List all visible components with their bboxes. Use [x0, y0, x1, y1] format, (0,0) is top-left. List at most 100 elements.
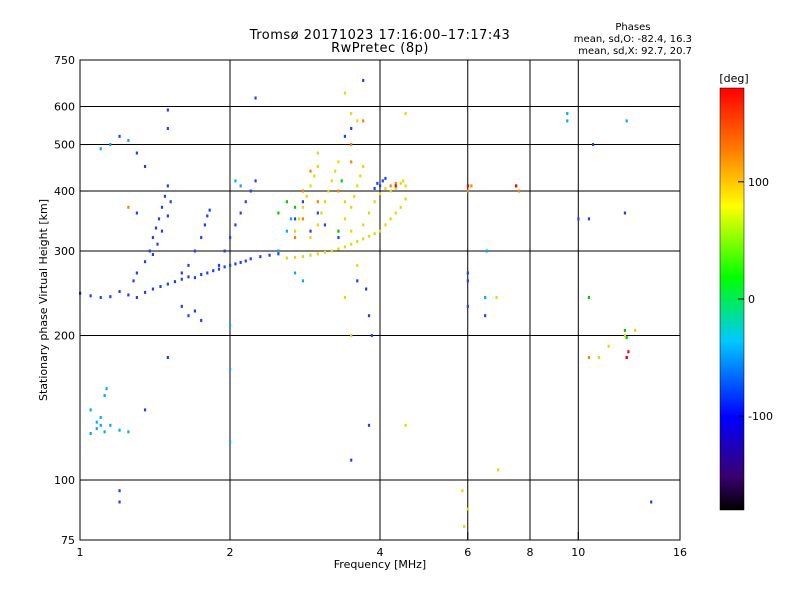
data-point — [118, 489, 121, 493]
data-point — [389, 184, 392, 188]
data-point — [180, 304, 183, 308]
data-point — [135, 271, 138, 275]
data-point — [180, 271, 183, 275]
data-point — [337, 229, 340, 233]
data-point — [323, 200, 327, 204]
data-point — [327, 189, 330, 193]
data-point — [356, 279, 359, 283]
data-point — [389, 217, 392, 221]
data-point — [309, 169, 312, 173]
data-point — [254, 179, 257, 183]
data-point — [206, 271, 209, 275]
data-point — [157, 217, 161, 221]
data-point — [99, 423, 102, 427]
data-point — [234, 223, 237, 227]
data-point — [166, 108, 169, 112]
data-point — [301, 200, 305, 204]
chart-title: Tromsø 20171023 17:16:00–17:17:43 — [249, 28, 511, 43]
data-point — [244, 200, 247, 204]
data-point — [370, 334, 373, 338]
data-point — [285, 200, 288, 204]
data-point — [394, 211, 397, 215]
y-tick-label: 75 — [61, 534, 75, 547]
data-point — [404, 112, 407, 116]
data-point — [623, 211, 627, 215]
data-point — [350, 143, 353, 147]
data-point — [379, 192, 382, 196]
data-point — [623, 328, 627, 332]
y-tick-label: 400 — [54, 185, 75, 198]
x-tick-label: 8 — [527, 546, 534, 559]
data-point — [239, 184, 242, 188]
data-point — [320, 211, 323, 215]
data-point — [356, 240, 359, 244]
data-point — [166, 126, 169, 130]
data-point — [337, 236, 340, 240]
data-point — [127, 205, 130, 209]
y-tick-label: 200 — [54, 330, 75, 343]
data-point — [95, 427, 98, 431]
data-point — [496, 468, 500, 472]
data-point — [484, 314, 487, 318]
data-point — [515, 184, 518, 188]
data-point — [89, 294, 92, 298]
data-point — [587, 296, 591, 300]
data-point — [650, 500, 653, 504]
data-point — [268, 253, 271, 257]
data-point — [103, 430, 106, 434]
data-point — [334, 169, 337, 173]
data-point — [160, 229, 164, 233]
data-point — [293, 229, 297, 233]
x-axis-label: Frequency [MHz] — [334, 558, 426, 571]
data-point — [95, 420, 98, 424]
data-point — [206, 214, 209, 218]
data-point — [343, 200, 347, 204]
data-point — [343, 217, 347, 221]
data-point — [343, 134, 347, 138]
data-point — [394, 184, 397, 188]
data-point — [627, 350, 630, 354]
data-point — [313, 174, 316, 178]
data-point — [99, 415, 102, 419]
data-point — [625, 355, 628, 359]
data-point — [323, 250, 327, 254]
data-point — [223, 265, 226, 269]
colorbar-tick-label: -100 — [748, 410, 773, 423]
data-point — [151, 287, 155, 291]
data-point — [404, 197, 407, 201]
data-point — [367, 314, 371, 318]
data-point — [166, 214, 169, 218]
y-tick-label: 300 — [54, 245, 75, 258]
data-point — [343, 245, 347, 249]
data-point — [223, 249, 226, 253]
data-point — [362, 119, 365, 123]
data-point — [485, 249, 488, 253]
data-point — [148, 249, 151, 253]
data-point — [466, 184, 469, 188]
data-point — [316, 223, 319, 227]
data-point — [156, 242, 159, 246]
data-point — [301, 255, 305, 259]
data-point — [239, 211, 242, 215]
data-point — [180, 277, 183, 281]
data-point — [466, 304, 469, 308]
data-point — [343, 91, 347, 95]
data-point — [143, 290, 147, 294]
data-point — [356, 119, 359, 123]
data-point — [309, 184, 312, 188]
data-point — [466, 507, 469, 511]
data-point — [466, 189, 469, 193]
data-point — [330, 179, 333, 183]
data-point — [337, 189, 340, 193]
data-point — [200, 318, 203, 322]
data-point — [356, 263, 359, 267]
data-point — [402, 179, 405, 183]
data-point — [249, 189, 252, 193]
data-point — [187, 314, 190, 318]
data-point — [217, 267, 221, 271]
phases-line-o: mean, sd,O: -82.4, 16.3 — [573, 34, 692, 45]
data-point — [285, 229, 288, 233]
data-point — [301, 189, 305, 193]
data-point — [323, 223, 327, 227]
data-point — [234, 179, 237, 183]
